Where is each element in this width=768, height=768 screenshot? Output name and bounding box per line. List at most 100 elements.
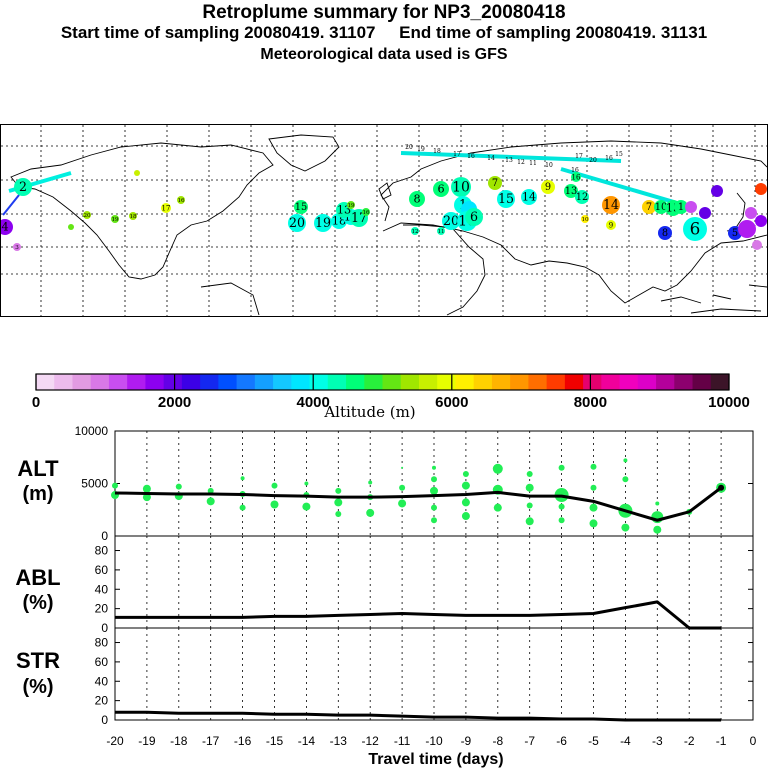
map-day-label: 19 [111, 217, 119, 223]
alt-scatter-point [335, 487, 342, 494]
alt-scatter-point [526, 471, 533, 478]
alt-panel-unit: (m) [22, 483, 53, 505]
map-day-label: 19 [315, 215, 331, 230]
map-plume-dot [711, 185, 723, 197]
map-day-label: 9 [609, 221, 613, 229]
map-plume-dot [581, 215, 589, 223]
alt-scatter-point [431, 504, 437, 511]
colorbar-segment [418, 374, 438, 390]
map-plume-dot [571, 172, 581, 182]
x-tick-label: -7 [524, 734, 535, 748]
map-day-label: 8 [413, 193, 420, 206]
alt-scatter-point [207, 487, 214, 494]
map-day-label: 19 [417, 146, 425, 153]
map-plume-dot [129, 212, 137, 220]
map-plume-dot [738, 220, 756, 238]
map-day-label: 20 [589, 157, 597, 164]
colorbar-segment [254, 374, 274, 390]
str-series-line [115, 710, 722, 722]
map-plume-dot [442, 212, 460, 230]
alt-scatter-point [142, 493, 151, 502]
map-day-label: 16 [572, 173, 581, 181]
x-tick-label: -11 [394, 734, 411, 748]
alt-scatter-point [302, 502, 311, 511]
map-day-label: 10 [545, 162, 553, 169]
map-plume-dot [111, 215, 119, 223]
map-day-label: 6 [690, 218, 701, 238]
map-plume-dot [83, 211, 91, 219]
alt-scatter-point [558, 517, 565, 524]
alt-scatter-point [206, 497, 215, 506]
map-day-label: 7 [646, 202, 652, 213]
alt-scatter-point [589, 519, 598, 528]
alt-scatter-point [431, 517, 437, 524]
colorbar-label: Altitude (m) [323, 403, 415, 420]
map-plume-dot [674, 200, 688, 214]
world-map: 2432019181716152019181617131916121186101… [0, 124, 768, 317]
x-tick-label: 0 [750, 734, 757, 748]
map-day-label: 7 [492, 178, 498, 189]
map-day-label: 6 [437, 183, 444, 196]
alt-scatter-point [398, 499, 407, 508]
colorbar-segment [54, 374, 73, 390]
abl-panel-unit: (%) [22, 592, 53, 614]
colorbar [35, 373, 730, 391]
x-tick-label: -16 [234, 734, 252, 748]
x-tick-label: -12 [362, 734, 380, 748]
x-tick-label: -17 [202, 734, 220, 748]
colorbar-segment [236, 374, 256, 390]
alt-scatter-point [368, 480, 373, 485]
end-time-label: End time of sampling 20080419. 31131 [399, 23, 708, 42]
map-day-label: 1 [678, 202, 684, 213]
x-tick-label: -2 [684, 734, 695, 748]
map-plume-dot [658, 226, 672, 240]
colorbar-segment [273, 374, 292, 390]
colorbar-tick-label: 10000 [708, 394, 750, 411]
map-day-label: 6 [470, 209, 478, 224]
str-panel-title: STR [16, 648, 60, 673]
map-plume-dot [177, 196, 185, 204]
colorbar-tick-label: 8000 [574, 394, 607, 411]
colorbar-segment [36, 374, 55, 390]
map-day-label: 5 [732, 228, 738, 239]
colorbar-tick-label: 4000 [297, 394, 330, 411]
map-day-label: 14 [522, 191, 536, 204]
alt-y-tick-label: 5000 [81, 477, 108, 491]
colorbar-segment [163, 374, 183, 390]
colorbar-segment [382, 374, 402, 390]
map-day-label: 16 [571, 167, 579, 174]
alt-scatter-point [334, 498, 343, 507]
x-tick-label: -14 [298, 734, 316, 748]
coastline-eurasia [380, 140, 767, 222]
alt-y-tick-label: 0 [101, 529, 108, 543]
map-day-label: 18 [433, 148, 441, 155]
colorbar-segment [108, 374, 128, 390]
map-day-label: 11 [529, 160, 537, 167]
alt-scatter-point [461, 481, 470, 490]
colorbar-segment [564, 374, 584, 390]
alt-scatter-point [175, 483, 182, 490]
map-plume-dot [755, 183, 767, 195]
alt-scatter-point [432, 465, 436, 470]
colorbar-segment [218, 374, 238, 390]
str-y-tick-label: 0 [101, 713, 108, 727]
x-tick-label: -13 [330, 734, 348, 748]
map-day-label: 16 [467, 153, 475, 160]
map-plume-dot [683, 217, 707, 241]
map-plume-dot [755, 215, 767, 227]
alt-scatter-point [430, 486, 438, 495]
colorbar-segment [619, 374, 639, 390]
alt-endpoint [718, 484, 725, 491]
alt-scatter-point [590, 463, 597, 470]
colorbar-segment [528, 374, 548, 390]
x-tick-label: -15 [266, 734, 284, 748]
plume-track [2, 194, 20, 216]
colorbar-area: 0 2000 4000 6000 8000 10000 Altitude (m) [32, 373, 750, 420]
alt-scatter-point [653, 525, 662, 534]
colorbar-segment [291, 374, 310, 390]
map-day-label: 2 [19, 179, 27, 194]
alt-scatter-point [621, 523, 630, 532]
map-plume-dot [541, 180, 555, 194]
map-day-label: 17 [453, 151, 461, 158]
